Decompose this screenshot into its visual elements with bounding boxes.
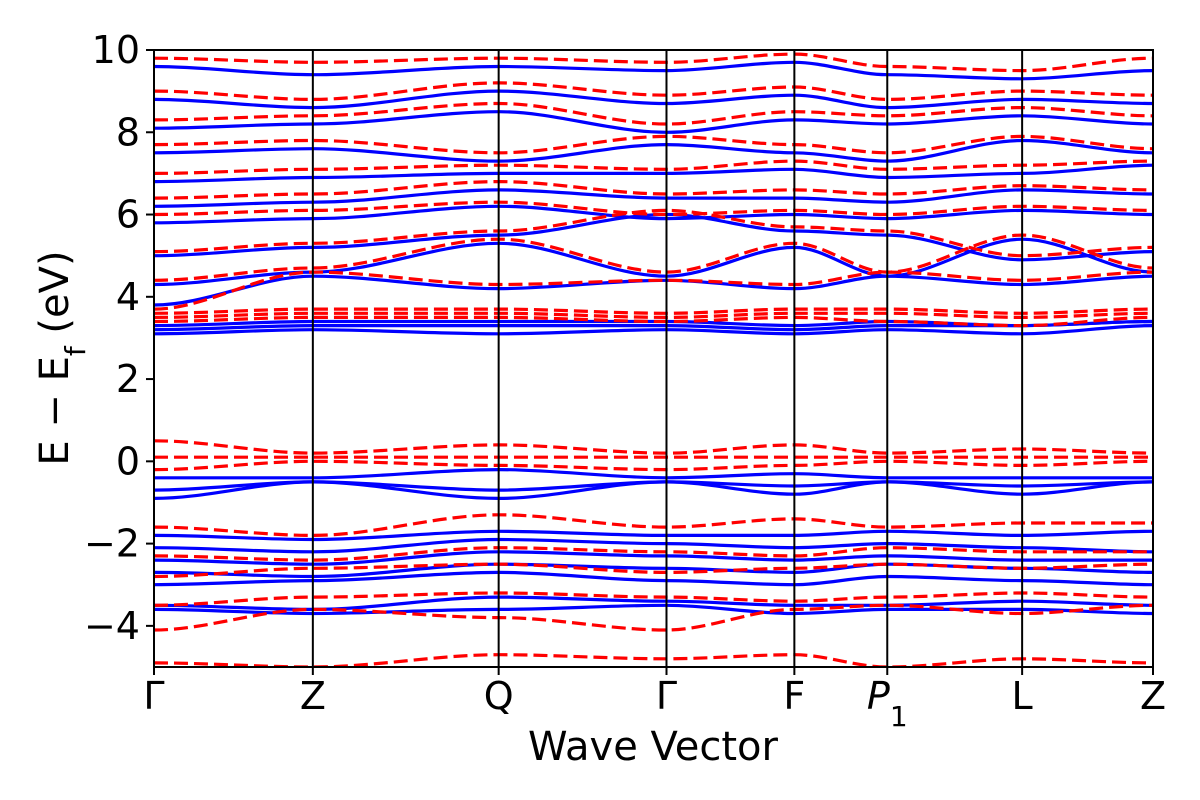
solid-band-line	[154, 467, 1153, 480]
bands-group	[154, 52, 1153, 667]
solid-band-line	[154, 60, 1153, 81]
y-tick-label: 4	[116, 275, 140, 319]
y-axis-title-unit: (eV)	[32, 250, 78, 346]
x-tick-label-kpoint: Γ	[143, 674, 164, 718]
solid-band-line	[154, 324, 1153, 336]
x-tick-label-kpoint: Γ	[656, 674, 677, 718]
x-tick-label-kpoint: Z	[300, 674, 326, 718]
solid-band-line	[154, 570, 1153, 587]
x-tick-label-kpoint: Q	[484, 674, 514, 718]
dashed-band-line	[154, 603, 1153, 632]
dashed-band-line	[154, 591, 1153, 607]
solid-band-line	[154, 550, 1153, 566]
solid-band-line	[154, 163, 1153, 184]
dashed-band-line	[154, 52, 1153, 73]
y-tick-label: −4	[84, 604, 140, 648]
solid-band-line	[154, 89, 1153, 110]
solid-band-line	[154, 603, 1153, 616]
y-tick-label: −2	[84, 522, 140, 566]
dashed-band-line	[154, 439, 1153, 455]
dashed-band-line	[154, 315, 1153, 328]
plot-frame	[153, 49, 1154, 668]
dashed-band-line	[154, 311, 1153, 320]
dashed-band-line	[154, 200, 1153, 217]
solid-band-line	[154, 480, 1153, 492]
x-tick-label-kpoint: F	[783, 674, 805, 718]
dashed-band-line	[154, 562, 1153, 579]
y-axis-title-subscript: f	[59, 345, 92, 356]
dashed-band-line	[154, 233, 1153, 282]
y-tick-label: 0	[116, 439, 140, 483]
x-tick-label-kpoint: L	[1012, 674, 1033, 718]
y-tick-label: 2	[116, 357, 140, 401]
dashed-band-line	[154, 81, 1153, 102]
solid-band-line	[154, 529, 1153, 542]
solid-band-line	[154, 188, 1153, 208]
solid-band-line	[154, 138, 1153, 163]
x-axis-ticks: Γ Z Q Γ F P1 L Z	[143, 667, 1166, 733]
dashed-band-line	[154, 101, 1153, 126]
x-tick-label-kpoint: Z	[1140, 674, 1166, 718]
dashed-band-line	[154, 513, 1153, 538]
dashed-band-line	[154, 459, 1153, 472]
kpoint-lines	[311, 50, 1024, 667]
dashed-band-line	[154, 159, 1153, 175]
dashed-band-line	[154, 134, 1153, 155]
y-tick-label: 8	[116, 110, 140, 154]
x-tick-label-kpoint: P1	[867, 674, 908, 733]
y-axis-ticks: −4 −2 0 2 4 6 8 10	[84, 28, 154, 648]
solid-band-line	[154, 237, 1153, 287]
dashed-band-line	[154, 208, 1153, 258]
dashed-band-line	[154, 546, 1153, 562]
solid-band-line	[154, 537, 1153, 554]
dashed-band-line	[154, 307, 1153, 315]
dashed-band-line	[154, 179, 1153, 200]
series-solid-bands	[154, 60, 1153, 616]
solid-band-line	[154, 212, 1153, 262]
x-axis-title: Wave Vector	[528, 724, 779, 770]
y-tick-label: 10	[92, 28, 140, 72]
y-tick-label: 6	[116, 193, 140, 237]
solid-band-line	[154, 110, 1153, 134]
y-axis-title-main: E − E	[32, 356, 78, 466]
y-axis-title: E − Ef (eV)	[32, 250, 92, 465]
solid-band-line	[154, 204, 1153, 225]
